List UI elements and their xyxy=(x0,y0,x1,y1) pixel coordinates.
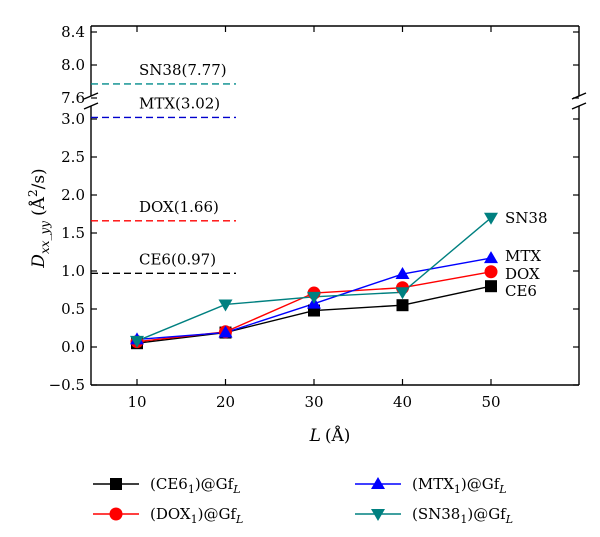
series-line xyxy=(136,217,492,342)
legend-label: (DOX1)@GfL xyxy=(150,505,243,526)
legend-item: (MTX1)@GfL xyxy=(355,475,507,496)
series-end-label: MTX xyxy=(505,247,541,265)
series-lines xyxy=(136,217,492,344)
y-tick-label: −0.5 xyxy=(49,376,85,394)
legend-swatch-marker xyxy=(109,507,123,521)
legend-swatch-marker xyxy=(110,478,122,490)
y-tick-label: 7.6 xyxy=(61,89,85,107)
data-point-square xyxy=(485,280,497,293)
data-point-triangle-down xyxy=(218,299,233,312)
reference-line-label: SN38(7.77) xyxy=(139,61,227,79)
legend: (CE61)@GfL(DOX1)@GfL(MTX1)@GfL(SN381)@Gf… xyxy=(93,475,513,526)
legend-label-sub: 1 xyxy=(454,483,461,496)
y-axis-label-main: D xyxy=(29,254,49,269)
reference-line-label: DOX(1.66) xyxy=(139,198,219,216)
legend-item: (CE61)@GfL xyxy=(93,475,241,496)
legend-item: (SN381)@GfL xyxy=(355,505,513,526)
y-tick-label: 2.0 xyxy=(61,186,85,204)
y-tick-label: 8.4 xyxy=(61,23,85,41)
legend-label: (MTX1)@GfL xyxy=(412,475,507,496)
legend-label-sub: 1 xyxy=(188,483,195,496)
data-point-triangle-down xyxy=(484,212,498,225)
reference-line-label: MTX(3.02) xyxy=(139,94,220,112)
legend-swatch-marker xyxy=(371,509,385,521)
legend-label-name: (CE6 xyxy=(150,475,188,493)
y-tick-label: 1.5 xyxy=(61,224,85,242)
y-tick-label: 0.5 xyxy=(61,300,85,318)
x-tick-label: 10 xyxy=(127,393,146,411)
data-point-triangle-up xyxy=(484,251,498,264)
axis-break-mark xyxy=(83,102,99,110)
legend-label-suffix: )@Gf xyxy=(195,475,235,493)
legend-item: (DOX1)@GfL xyxy=(93,505,243,526)
y-axis-label-unit-c: /s) xyxy=(29,168,49,189)
legend-label-suffix-sub: L xyxy=(235,513,243,526)
series-end-label: SN38 xyxy=(505,209,548,227)
legend-label-name: (SN38 xyxy=(412,505,460,523)
reference-line-label: CE6(0.97) xyxy=(139,250,216,268)
y-axis-label-unit-exp: 2 xyxy=(26,189,40,197)
data-point-triangle-down xyxy=(395,287,410,300)
legend-label: (CE61)@GfL xyxy=(150,475,241,496)
legend-label-suffix: )@Gf xyxy=(198,505,238,523)
legend-label-name: (MTX xyxy=(412,475,454,493)
y-axis-label: Dxx_yy (Å2/s) xyxy=(26,168,52,268)
y-tick-label: 3.0 xyxy=(61,110,85,128)
legend-label: (SN381)@GfL xyxy=(412,505,513,526)
y-tick-label: 1.0 xyxy=(61,262,85,280)
x-tick-label: 50 xyxy=(481,393,500,411)
data-point-triangle-down xyxy=(307,291,321,304)
y-axis-label-sub: xx_yy xyxy=(38,221,52,254)
x-tick-label: 30 xyxy=(304,393,323,411)
legend-label-sub: 1 xyxy=(191,513,198,526)
axis-break-mark xyxy=(571,102,587,110)
legend-label-sub: 1 xyxy=(460,513,467,526)
legend-label-name: (DOX xyxy=(150,505,191,523)
x-axis-label-unit: (Å) xyxy=(325,425,351,446)
data-point-triangle-down xyxy=(130,335,144,348)
legend-label-suffix: )@Gf xyxy=(467,505,507,523)
legend-label-suffix: )@Gf xyxy=(461,475,501,493)
y-tick-label: 0.0 xyxy=(61,338,85,356)
x-tick-label: 40 xyxy=(393,393,412,411)
plot-frame xyxy=(83,25,587,386)
x-tick-label: 20 xyxy=(216,393,235,411)
legend-swatch-marker xyxy=(371,477,385,489)
y-axis-label-unit-a: (Å xyxy=(28,196,49,216)
axis-break-mark xyxy=(83,92,99,100)
ticks: 10 20 30 40 50 −0.5 0.0 0.5 1.0 1.5 2.0 2.5 3.0 7.6 8.… xyxy=(49,23,579,411)
y-tick-label: 2.5 xyxy=(61,148,85,166)
series-markers xyxy=(130,212,498,350)
legend-label-suffix-sub: L xyxy=(505,513,513,526)
data-point-square xyxy=(396,299,409,312)
legend-label-suffix-sub: L xyxy=(232,483,240,496)
x-axis-label: L (Å) xyxy=(309,425,351,446)
y-tick-label: 8.0 xyxy=(61,56,85,74)
data-point-triangle-up xyxy=(395,267,410,280)
series-end-label: DOX xyxy=(505,265,540,283)
x-axis-label-main: L xyxy=(309,426,321,446)
series-end-label: CE6 xyxy=(505,282,537,300)
reference-lines: SN38(7.77) MTX(3.02) DOX(1.66) CE6(0.97) xyxy=(91,61,236,274)
data-point-circle xyxy=(484,265,498,279)
data-point-triangle-up xyxy=(218,325,233,338)
legend-label-suffix-sub: L xyxy=(498,483,506,496)
